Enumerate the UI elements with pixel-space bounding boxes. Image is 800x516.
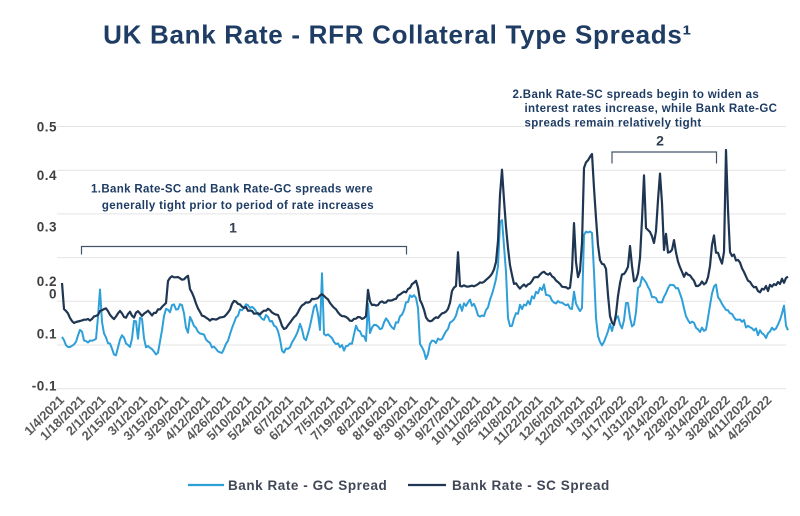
svg-text:0.2: 0.2 <box>37 274 57 289</box>
svg-text:0.3: 0.3 <box>37 219 57 234</box>
svg-text:-0.1: -0.1 <box>32 378 57 393</box>
svg-text:Bank Rate - SC Spread: Bank Rate - SC Spread <box>452 478 610 493</box>
svg-text:0.4: 0.4 <box>37 168 57 183</box>
svg-text:0.1: 0.1 <box>37 326 57 341</box>
svg-text:2: 2 <box>656 133 664 149</box>
svg-text:0: 0 <box>49 286 57 301</box>
svg-text:UK Bank Rate - RFR Collateral: UK Bank Rate - RFR Collateral Type Sprea… <box>103 20 692 50</box>
svg-text:0.5: 0.5 <box>37 119 57 134</box>
svg-text:spreads remain relatively tigh: spreads remain relatively tight <box>525 117 702 129</box>
svg-text:generally tight prior to perio: generally tight prior to period of rate … <box>102 200 374 212</box>
svg-text:1: 1 <box>229 220 237 236</box>
svg-text:1.Bank Rate-SC and Bank Rate-G: 1.Bank Rate-SC and Bank Rate-GC spreads … <box>91 184 373 196</box>
svg-text:2.Bank Rate-SC spreads begin t: 2.Bank Rate-SC spreads begin to widen as <box>513 89 760 101</box>
svg-text:interest rates increase, while: interest rates increase, while Bank Rate… <box>525 103 778 115</box>
svg-text:Bank Rate - GC Spread: Bank Rate - GC Spread <box>228 478 387 493</box>
